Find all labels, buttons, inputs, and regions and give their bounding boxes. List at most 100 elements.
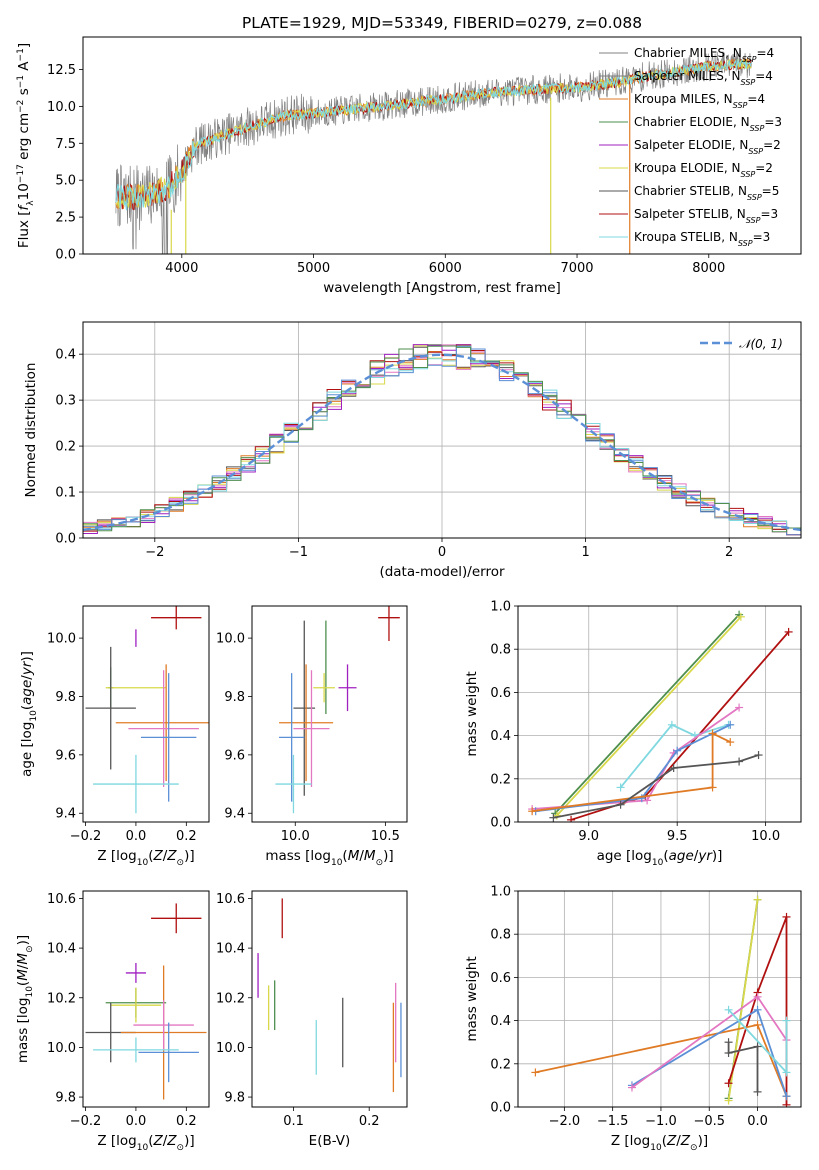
x-axis-label: age [log10(age/yr)] [597, 848, 723, 868]
y-tick-label: 10.0 [216, 632, 245, 647]
series-marker [726, 738, 735, 747]
series-line [531, 731, 731, 813]
series-line [556, 616, 742, 817]
errorbar-point [125, 963, 146, 983]
legend-entry: Chabrier STELIB, NSSP=5 [634, 184, 779, 202]
y-tick-label: 9.6 [224, 748, 245, 763]
errorbar-point [85, 646, 136, 770]
series-line [619, 723, 729, 788]
x-tick-label: 0 [438, 545, 446, 560]
panel-age-vs-Z: −0.2 0.0 0.2 9.4 9.6 9.8 10.0 Z [log10(Z/Z⊙)] ag… [19, 605, 210, 868]
x-tick-label: 0.1 [283, 1114, 304, 1129]
y-tick-label: 7.5 [55, 137, 76, 152]
x-tick-label: 0.2 [176, 829, 197, 844]
y-tick-label: 0.0 [55, 248, 76, 263]
y-tick-label: 0.0 [490, 1101, 511, 1116]
errorbar-point [275, 754, 312, 814]
x-tick-label: −0.5 [693, 1114, 725, 1129]
y-tick-label: 10.2 [216, 991, 245, 1006]
legend-entry: Salpeter STELIB, NSSP=3 [634, 207, 778, 225]
y-tick-label: 0.3 [55, 394, 76, 409]
axes: −2 −1 0 1 2 0.0 0.1 0.2 0.3 0.4 (data-model)/error… [23, 321, 802, 580]
series-marker [735, 757, 744, 766]
y-tick-label: 9.8 [55, 1091, 76, 1106]
spectrum-legend: Chabrier MILES, NSSP=4 Salpeter MILES, NS… [599, 46, 782, 248]
x-tick-label: 4000 [165, 261, 198, 276]
y-tick-label: 9.6 [55, 748, 76, 763]
x-tick-label: 6000 [429, 261, 462, 276]
gaussian-curve [83, 353, 801, 532]
x-tick-label: 0.0 [126, 829, 147, 844]
series-marker [724, 1096, 733, 1105]
y-tick-label: 12.5 [47, 63, 76, 78]
plot-area [257, 898, 402, 1093]
x-axis-label: (data-model)/error [379, 564, 505, 580]
x-tick-label: −1 [289, 545, 308, 560]
axes-frame [82, 890, 210, 1108]
panel-mass-vs-EBV: 0.1 0.2 9.8 10.0 10.2 10.4 10.6 E(B-V) [216, 890, 408, 1149]
axes: 4000 5000 6000 7000 8000 0.0 2.5 5.0 7.5 10.0 12.5… [16, 36, 802, 296]
legend-entry: Kroupa STELIB, NSSP=3 [634, 230, 770, 248]
series-marker [567, 815, 576, 822]
y-tick-label: 0.2 [490, 772, 511, 787]
x-tick-label: −1.5 [597, 1114, 629, 1129]
x-tick-label: 10.0 [751, 829, 780, 844]
y-tick-label: 10.2 [47, 991, 76, 1006]
series-marker [627, 1083, 636, 1092]
y-tick-label: 0.4 [490, 1014, 511, 1029]
y-tick-label: 10.4 [47, 942, 76, 957]
series-marker [643, 796, 652, 805]
errorbar-point [279, 673, 305, 802]
y-tick-label: 0.2 [490, 1057, 511, 1072]
x-axis-label: Z [log10(Z/Z⊙)] [97, 1133, 194, 1153]
series-marker [724, 1079, 733, 1088]
y-axis-label: Flux [fλ10−17 erg cm−2 s−1 A−1] [16, 43, 36, 248]
plot-area [528, 610, 793, 822]
y-tick-label: 0.8 [490, 928, 511, 943]
y-tick-label: 0.6 [490, 971, 511, 986]
y-tick-label: 0.0 [490, 816, 511, 831]
legend-entry: 𝒩(0, 1) [739, 337, 783, 351]
series-marker [736, 612, 745, 621]
legend-entry: Salpeter MILES, NSSP=4 [634, 69, 773, 87]
x-axis-label: Z [log10(Z/Z⊙)] [97, 848, 194, 868]
histogram-step [83, 345, 801, 534]
axes-frame [82, 605, 210, 823]
axes-frame [82, 36, 802, 255]
x-tick-label: 8000 [692, 261, 725, 276]
y-axis-label: age [log10(age/yr)] [19, 651, 39, 777]
x-tick-label: 0.0 [747, 1114, 768, 1129]
x-tick-label: 10.0 [281, 829, 310, 844]
series-marker [782, 1068, 791, 1077]
x-axis-label: mass [log10(M/M⊙)] [265, 848, 393, 868]
spectrum-model-line [115, 59, 752, 208]
y-tick-label: 2.5 [55, 211, 76, 226]
series-marker [753, 1042, 762, 1051]
x-tick-label: 7000 [560, 261, 593, 276]
errorbar-point [93, 754, 179, 814]
y-tick-label: 9.8 [224, 1091, 245, 1106]
x-tick-label: 1 [581, 545, 589, 560]
legend-entry: Salpeter ELODIE, NSSP=2 [634, 138, 781, 156]
y-tick-label: 9.8 [224, 690, 245, 705]
series-marker [735, 703, 744, 712]
spectrum-model-line [115, 58, 752, 211]
axes: −2.0 −1.5 −1.0 −0.5 0.0 0.0 0.2 0.4 0.6 0.8 1.0 Z [… [464, 885, 802, 1153]
axes-frame [251, 605, 408, 823]
plot-area [531, 895, 791, 1107]
axes-frame [251, 890, 408, 1108]
y-tick-label: 0.8 [490, 643, 511, 658]
errorbar-point [138, 1022, 199, 1083]
y-tick-label: 1.0 [490, 600, 511, 615]
series-marker [528, 807, 537, 816]
errorbar-point [338, 664, 357, 712]
x-tick-label: −0.2 [70, 829, 102, 844]
errorbar-point [115, 664, 209, 782]
y-axis-label: Normed distribution [23, 363, 39, 498]
errorbar-point [313, 673, 335, 703]
y-tick-label: 9.8 [55, 690, 76, 705]
series-marker [673, 746, 682, 755]
errorbar-point [110, 987, 162, 1023]
x-axis-label: E(B-V) [309, 1133, 351, 1149]
panel-weight-vs-Z: −2.0 −1.5 −1.0 −0.5 0.0 0.0 0.2 0.4 0.6 0.8 1.0 Z [… [464, 885, 802, 1153]
